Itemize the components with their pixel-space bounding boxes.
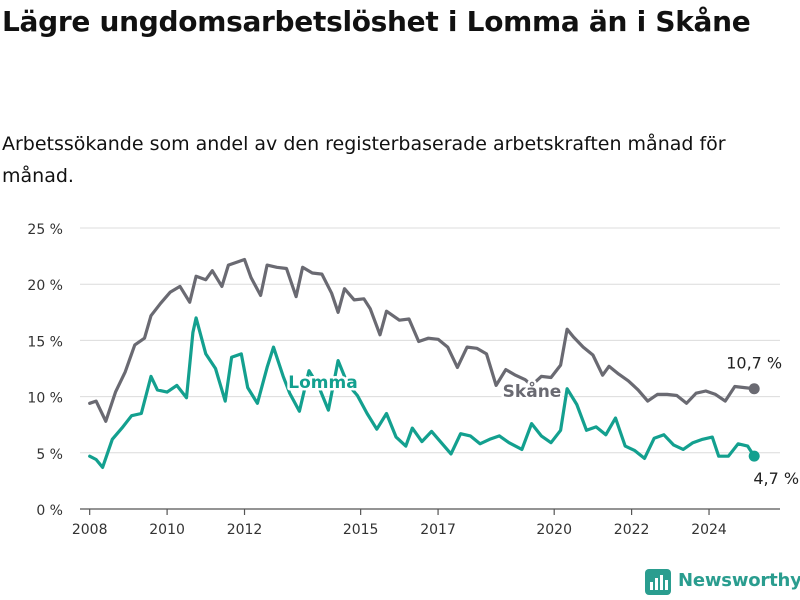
x-tick-label: 2020 bbox=[536, 522, 572, 538]
x-tick-label: 2010 bbox=[149, 522, 185, 538]
end-value-label: 10,7 % bbox=[726, 354, 782, 373]
x-tick-label: 2017 bbox=[420, 522, 456, 538]
x-tick-label: 2022 bbox=[614, 522, 650, 538]
y-tick-label: 10 % bbox=[27, 391, 63, 407]
newsworthy-logo-icon bbox=[645, 569, 671, 595]
y-tick-label: 0 % bbox=[36, 503, 63, 519]
y-tick-label: 25 % bbox=[27, 222, 63, 238]
series-label-halo: Lomma bbox=[288, 373, 357, 393]
series-lines bbox=[88, 257, 760, 469]
x-tick-label: 2012 bbox=[227, 522, 263, 538]
y-tick-label: 15 % bbox=[27, 334, 63, 350]
series-line-lomma bbox=[88, 316, 756, 469]
series-name-label: Lomma bbox=[288, 373, 357, 393]
x-tick-label: 2008 bbox=[72, 522, 108, 538]
x-axis: 2008 2010 2012 2015 2017 2020 2022 2024 bbox=[72, 508, 780, 538]
series-name-label: Skåne bbox=[503, 380, 562, 402]
end-point-marker bbox=[748, 450, 760, 462]
end-value-label: 4,7 % bbox=[753, 469, 799, 488]
end-point-marker bbox=[748, 383, 760, 395]
x-tick-label: 2015 bbox=[343, 522, 379, 538]
chart-title: Lägre ungdomsarbetslöshet i Lomma än i S… bbox=[2, 5, 751, 38]
y-tick-label: 20 % bbox=[27, 278, 63, 294]
line-chart: 0 %5 %10 %15 %20 %25 % 2008 2010 2012 2015 2… bbox=[27, 222, 799, 538]
y-axis-labels: 0 % 5 % 10 % 15 % 20 % 25 % bbox=[27, 222, 63, 519]
gridlines bbox=[80, 227, 780, 454]
chart-subtitle: Arbetssökande som andel av den registerb… bbox=[2, 133, 726, 187]
series-line-skane bbox=[88, 257, 756, 423]
y-tick-label: 5 % bbox=[36, 447, 63, 463]
series-label-halo: Skåne bbox=[503, 380, 562, 402]
brand-name: Newsworthy bbox=[678, 570, 800, 591]
x-tick-label: 2024 bbox=[691, 522, 727, 538]
